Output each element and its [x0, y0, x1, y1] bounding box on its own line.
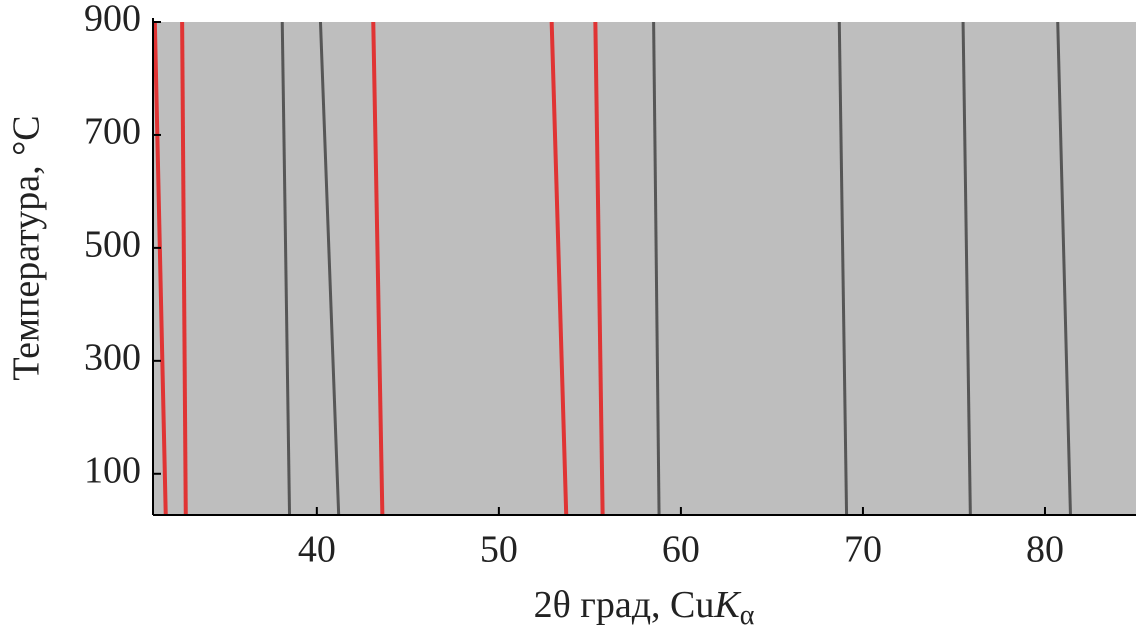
x-axis-label: 2θ град, CuKα — [534, 584, 755, 632]
red-line — [593, 21, 605, 516]
x-tick-label: 80 — [1026, 529, 1064, 571]
stripe — [318, 21, 341, 516]
red-line — [549, 21, 569, 516]
stripe — [652, 21, 661, 516]
x-label-text: 2θ град, Cu — [534, 584, 715, 626]
y-tick-label: 700 — [84, 111, 141, 153]
plot-background — [153, 22, 1136, 515]
red-line — [180, 21, 188, 516]
red-line — [152, 21, 168, 516]
x-label-subscript: α — [740, 600, 755, 631]
x-tick-label: 50 — [480, 529, 518, 571]
x-tick-label: 60 — [662, 529, 700, 571]
y-tick-label: 100 — [84, 449, 141, 491]
stripe — [280, 21, 292, 516]
x-tick-label: 40 — [298, 529, 336, 571]
y-tick-label: 300 — [84, 337, 141, 379]
x-tick-label: 70 — [844, 529, 882, 571]
x-label-symbol: K — [713, 584, 741, 626]
red-line — [371, 21, 385, 516]
y-tick-label: 900 — [84, 0, 141, 40]
stripe — [961, 21, 972, 516]
y-tick-label: 500 — [84, 224, 141, 266]
y-axis-label: Температура, °C — [6, 115, 48, 380]
stripe — [1056, 21, 1072, 516]
stripe — [837, 21, 849, 516]
